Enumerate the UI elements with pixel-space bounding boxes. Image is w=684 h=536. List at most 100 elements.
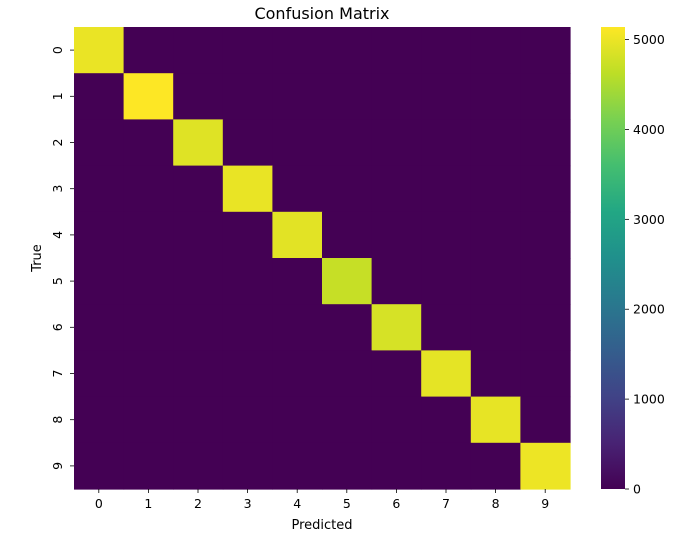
heatmap-cell <box>123 442 174 490</box>
heatmap-cell <box>222 27 273 74</box>
heatmap-cell <box>470 442 521 490</box>
heatmap-cell <box>371 396 422 444</box>
heatmap-cell <box>421 442 472 490</box>
heatmap-cell <box>470 119 521 167</box>
heatmap-cell <box>371 27 422 74</box>
heatmap-cell <box>272 442 323 490</box>
heatmap-cell <box>322 27 373 74</box>
heatmap-cell <box>421 258 472 305</box>
heatmap-cell <box>173 442 224 490</box>
heatmap-cell <box>74 258 125 305</box>
heatmap-cell <box>123 211 174 259</box>
y-tick-labels: 0 1 2 3 4 5 6 7 8 9 <box>50 46 74 470</box>
heatmap-cell <box>371 119 422 167</box>
heatmap-cell <box>371 211 422 259</box>
heatmap-cell <box>272 396 323 444</box>
heatmap-cell <box>371 258 422 305</box>
heatmap-cell <box>322 165 373 213</box>
heatmap-cell <box>173 211 224 259</box>
heatmap-cell <box>470 258 521 305</box>
heatmap-cell <box>272 27 323 74</box>
x-tick-label: 7 <box>442 496 450 511</box>
heatmap-cell <box>371 165 422 213</box>
heatmap-cell <box>421 304 472 351</box>
heatmap-cell <box>74 442 125 490</box>
y-tick-label: 2 <box>50 139 65 147</box>
heatmap-cell <box>222 211 273 259</box>
heatmap-cell <box>222 350 273 398</box>
y-tick-label: 1 <box>50 92 65 100</box>
y-tick-label: 9 <box>50 462 65 470</box>
colorbar-tick-label: 0 <box>633 482 641 497</box>
heatmap-cell <box>173 27 224 74</box>
x-tick-label: 0 <box>95 496 103 511</box>
heatmap-cell <box>74 211 125 259</box>
y-axis-label: True <box>30 244 45 273</box>
heatmap-cell <box>371 73 422 120</box>
heatmap-cell <box>520 73 571 120</box>
heatmap-cell <box>371 350 422 398</box>
heatmap-cell <box>173 165 224 213</box>
heatmap-cell <box>322 211 373 259</box>
heatmap-cell <box>272 119 323 167</box>
heatmap-cell <box>421 350 472 398</box>
x-tick-label: 1 <box>144 496 152 511</box>
heatmap-cell <box>173 350 224 398</box>
heatmap-cell <box>421 396 472 444</box>
heatmap-cell <box>322 119 373 167</box>
heatmap-cell <box>520 27 571 74</box>
heatmap-cell <box>74 119 125 167</box>
heatmap-cell <box>421 211 472 259</box>
heatmap-cell <box>272 258 323 305</box>
heatmap-cell <box>520 442 571 490</box>
heatmap-cell <box>74 27 125 74</box>
colorbar-gradient <box>601 27 625 489</box>
heatmap-cell <box>371 304 422 351</box>
heatmap-cell <box>470 304 521 351</box>
x-tick-label: 5 <box>343 496 351 511</box>
heatmap-cell <box>222 73 273 120</box>
heatmap-cell <box>74 304 125 351</box>
heatmap-cell <box>470 165 521 213</box>
x-axis-label: Predicted <box>291 518 352 533</box>
heatmap-cell <box>173 258 224 305</box>
colorbar-tick-label: 2000 <box>633 302 665 317</box>
heatmap-cell <box>123 27 174 74</box>
heatmap-cell <box>222 396 273 444</box>
y-tick-label: 7 <box>50 370 65 378</box>
heatmap-cell <box>222 304 273 351</box>
heatmap-cell <box>520 258 571 305</box>
y-tick-label: 4 <box>50 231 65 239</box>
x-tick-label: 2 <box>194 496 202 511</box>
heatmap-cell <box>520 396 571 444</box>
heatmap-cell <box>74 350 125 398</box>
heatmap-cell <box>421 73 472 120</box>
x-tick-label: 3 <box>244 496 252 511</box>
heatmap-cell <box>470 27 521 74</box>
heatmap-cell <box>520 304 571 351</box>
heatmap-cells <box>74 27 571 490</box>
heatmap-cell <box>421 165 472 213</box>
x-tick-label: 6 <box>392 496 400 511</box>
colorbar-tick-label: 4000 <box>633 122 665 137</box>
heatmap-cell <box>520 211 571 259</box>
x-tick-labels: 0 1 2 3 4 5 6 7 8 9 <box>95 489 549 511</box>
colorbar-tick-label: 5000 <box>633 32 665 47</box>
x-tick-label: 9 <box>541 496 549 511</box>
heatmap-cell <box>173 119 224 167</box>
heatmap-cell <box>421 119 472 167</box>
heatmap-cell <box>222 258 273 305</box>
colorbar-ticks: 0 1000 2000 3000 4000 5000 <box>625 32 665 497</box>
heatmap-cell <box>322 442 373 490</box>
heatmap-cell <box>470 73 521 120</box>
heatmap-cell <box>123 119 174 167</box>
heatmap-cell <box>322 258 373 305</box>
heatmap-cell <box>74 73 125 120</box>
heatmap-cell <box>470 350 521 398</box>
heatmap-cell <box>470 211 521 259</box>
x-tick-label: 4 <box>293 496 301 511</box>
heatmap-cell <box>173 73 224 120</box>
heatmap-cell <box>123 396 174 444</box>
heatmap-cell <box>520 350 571 398</box>
